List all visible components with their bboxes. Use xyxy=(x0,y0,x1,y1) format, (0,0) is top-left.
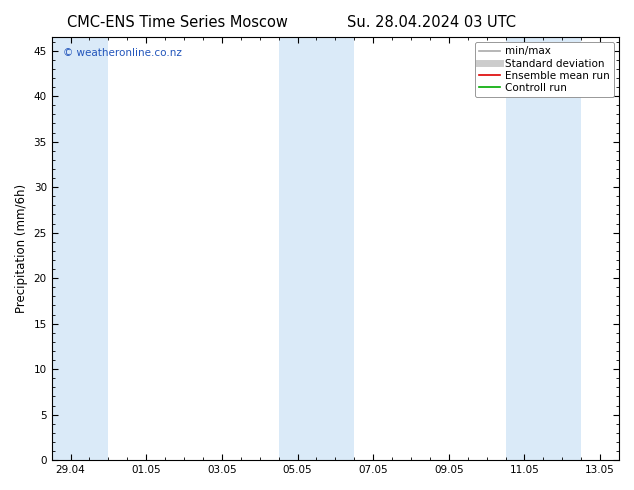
Bar xyxy=(278,37,316,460)
Bar xyxy=(543,37,581,460)
Legend: min/max, Standard deviation, Ensemble mean run, Controll run: min/max, Standard deviation, Ensemble me… xyxy=(475,42,614,97)
Text: © weatheronline.co.nz: © weatheronline.co.nz xyxy=(63,48,182,58)
Y-axis label: Precipitation (mm/6h): Precipitation (mm/6h) xyxy=(15,184,28,313)
Bar xyxy=(505,37,543,460)
Bar xyxy=(316,37,354,460)
Text: Su. 28.04.2024 03 UTC: Su. 28.04.2024 03 UTC xyxy=(347,15,515,30)
Text: CMC-ENS Time Series Moscow: CMC-ENS Time Series Moscow xyxy=(67,15,288,30)
Bar xyxy=(51,37,108,460)
